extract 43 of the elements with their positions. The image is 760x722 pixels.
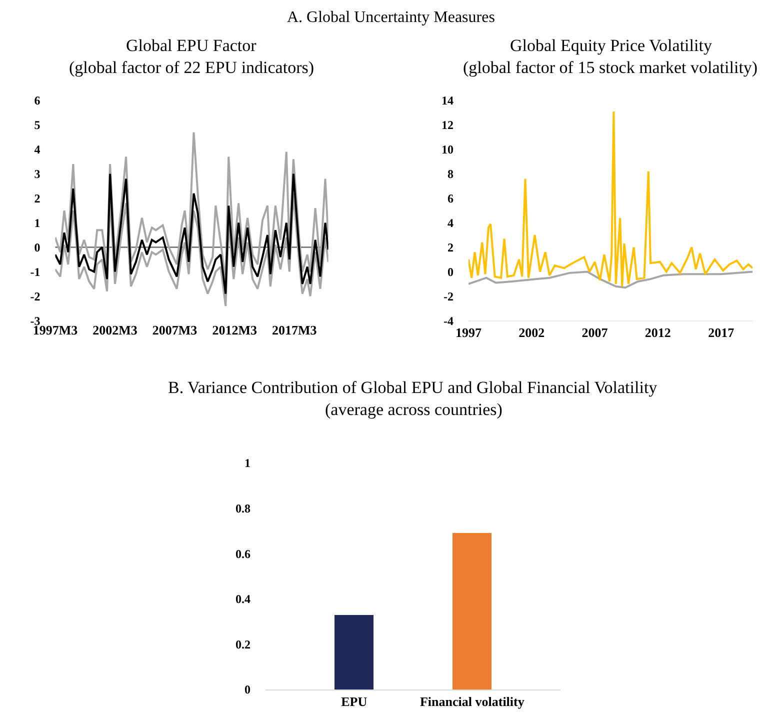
x-tick-label: 2012 (644, 325, 671, 340)
x-tick-label: 2007 (582, 325, 608, 340)
y-tick-label: 1 (34, 216, 40, 230)
y-tick-label: 1 (244, 456, 251, 470)
chart-subtitle: (global factor of 15 stock market volatility) (463, 58, 758, 77)
y-tick-label: 0 (447, 264, 454, 279)
chart-title: B. Variance Contribution of Global EPU and Global Financial Volatility (168, 378, 658, 397)
x-tick-label: 2002 (518, 325, 545, 340)
y-tick-label: 0.2 (236, 637, 251, 652)
y-tick-label: 5 (34, 118, 40, 132)
x-tick-label: Financial volatility (420, 694, 525, 710)
y-tick-label: 0 (244, 682, 251, 697)
y-tick-label: 6 (447, 192, 454, 206)
y-tick-label: 0.4 (236, 592, 251, 606)
x-tick-label: 1997 (455, 325, 482, 340)
y-tick-label: 4 (447, 216, 454, 230)
x-tick-label: 2017 (708, 325, 735, 340)
y-tick-label: 10 (441, 142, 454, 157)
y-tick-label: -2 (30, 289, 40, 304)
y-tick-label: 6 (34, 94, 40, 108)
chart-subtitle: (average across countries) (325, 400, 502, 419)
chart-title: Global Equity Price Volatility (510, 36, 712, 55)
y-tick-label: 4 (34, 142, 40, 157)
y-tick-label: -1 (30, 264, 40, 279)
y-tick-label: 2 (34, 192, 40, 206)
y-tick-label: 0.6 (236, 546, 251, 561)
y-tick-label: -2 (443, 289, 454, 304)
y-tick-label: 14 (441, 94, 454, 108)
text: A. Global Uncertainty Measures (287, 9, 495, 26)
chart-title: Global EPU Factor (126, 36, 257, 55)
y-tick-label: 12 (441, 118, 454, 132)
x-tick-label: EPU (341, 694, 368, 710)
y-tick-label: -4 (443, 314, 454, 328)
x-tick-label: 2012M3 (212, 322, 258, 338)
x-tick-label: 2017M3 (272, 322, 318, 338)
y-tick-label: 0 (34, 240, 40, 254)
x-tick-label: 2007M3 (152, 322, 198, 338)
chart-subtitle: (global factor of 22 EPU indicators) (69, 58, 314, 77)
x-tick-label: 2002M3 (92, 322, 138, 338)
y-tick-label: 8 (447, 167, 454, 182)
y-tick-label: 3 (34, 167, 40, 182)
y-tick-label: 0.8 (236, 501, 251, 516)
y-tick-label: 2 (447, 240, 454, 254)
